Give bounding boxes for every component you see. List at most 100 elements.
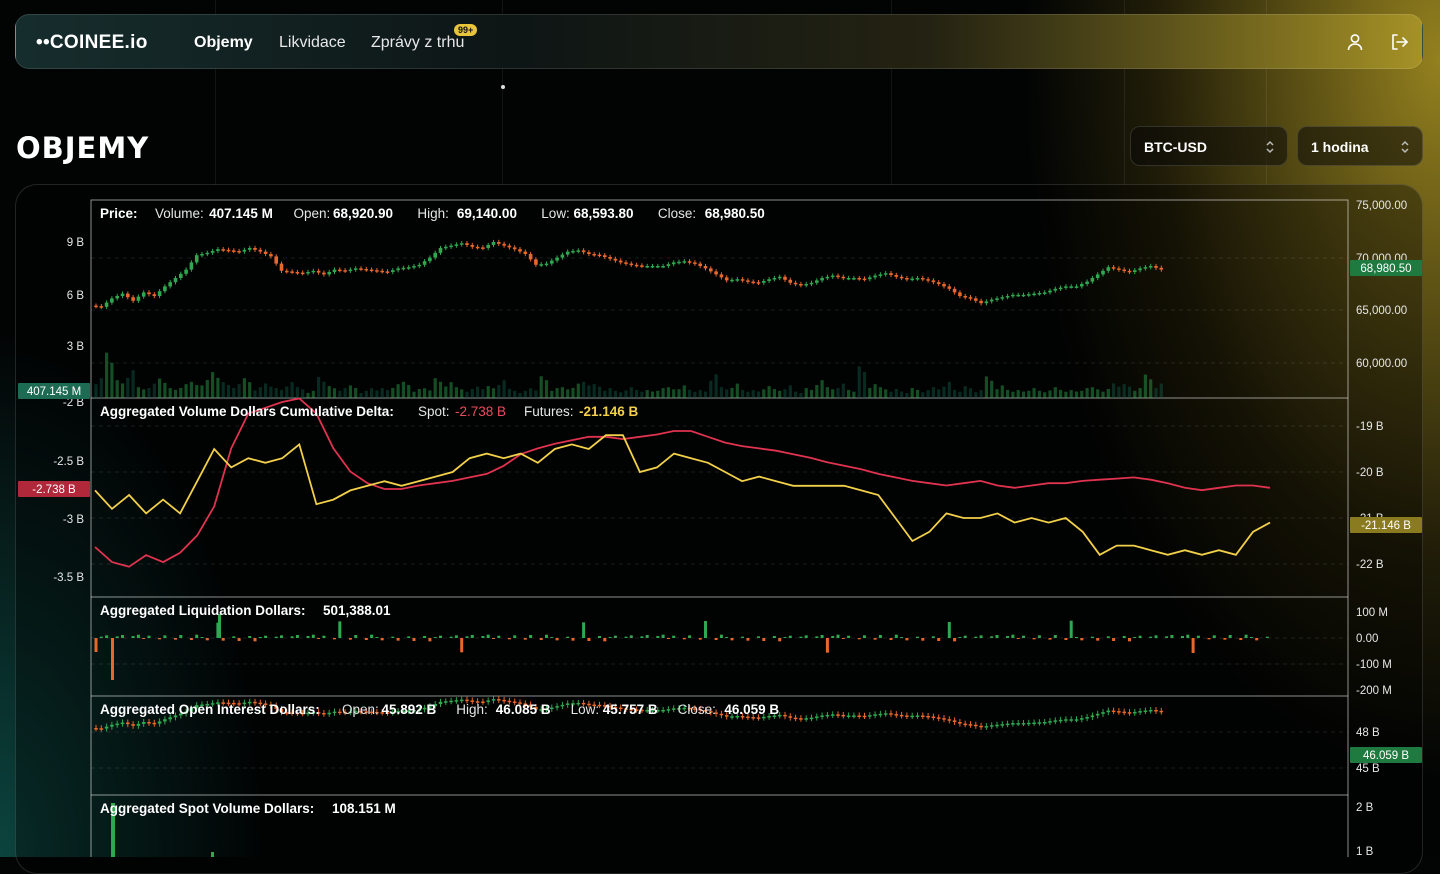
interval-select[interactable]: 1 hodina bbox=[1297, 126, 1423, 166]
liquidation-bar bbox=[465, 636, 469, 638]
grid-line bbox=[215, 0, 216, 185]
oi-candle bbox=[295, 712, 300, 715]
oi-candle bbox=[852, 715, 856, 717]
price-candle bbox=[1143, 267, 1148, 269]
volume-bar bbox=[189, 381, 193, 398]
user-icon[interactable] bbox=[1344, 31, 1366, 53]
price-candle bbox=[608, 257, 612, 259]
liquidation-bar bbox=[582, 622, 586, 638]
volume-axis-tick: 3 B bbox=[67, 341, 85, 353]
volume-bar bbox=[1133, 390, 1137, 398]
volume-bar bbox=[804, 388, 808, 398]
oi-candle bbox=[926, 716, 930, 718]
price-candle bbox=[921, 278, 925, 280]
volume-bar bbox=[338, 390, 342, 398]
volume-bar bbox=[1106, 389, 1110, 398]
oi-candle bbox=[523, 703, 528, 705]
volume-bar bbox=[163, 382, 167, 398]
price-candle bbox=[412, 266, 416, 268]
liquidation-bar bbox=[571, 638, 575, 641]
price-legend-label: Open: bbox=[294, 206, 331, 221]
liquidation-bar bbox=[963, 635, 967, 638]
oi-candle bbox=[184, 711, 188, 714]
volume-bar bbox=[248, 382, 252, 398]
oi-candle bbox=[682, 707, 687, 710]
oi-legend-label: Low: bbox=[571, 702, 600, 717]
volume-bar bbox=[126, 377, 130, 398]
oi-candle bbox=[830, 714, 835, 716]
logout-icon[interactable] bbox=[1388, 31, 1410, 53]
liquidation-bar bbox=[916, 636, 919, 638]
liquidation-bar bbox=[1075, 637, 1078, 638]
futures-cvd-marker-bg bbox=[1350, 517, 1422, 533]
volume-bar bbox=[407, 385, 411, 398]
oi-candle bbox=[581, 702, 586, 705]
volume-bar bbox=[1032, 388, 1036, 398]
price-candle bbox=[1080, 284, 1084, 287]
volume-bar bbox=[1138, 388, 1142, 398]
volume-bar bbox=[661, 388, 665, 398]
price-candle bbox=[94, 305, 98, 308]
volume-bar bbox=[173, 389, 178, 398]
price-candle bbox=[253, 248, 257, 250]
oi-candle bbox=[698, 708, 702, 711]
liquidation-bar bbox=[412, 638, 416, 641]
price-candle bbox=[1048, 290, 1052, 293]
liquidation-bar bbox=[905, 638, 909, 641]
price-candle bbox=[550, 260, 554, 264]
price-candle bbox=[152, 294, 157, 296]
oi-axis-tick: 45 B bbox=[1356, 763, 1380, 775]
volume-bar bbox=[725, 389, 729, 398]
oi-candle bbox=[910, 715, 914, 718]
oi-candle bbox=[152, 722, 157, 725]
volume-bar bbox=[99, 378, 103, 398]
volume-bar bbox=[905, 392, 909, 398]
oi-candle bbox=[772, 715, 777, 717]
oi-candle bbox=[99, 728, 104, 730]
liquidation-bar bbox=[921, 638, 925, 641]
liquidation-bar bbox=[317, 638, 321, 639]
oi-candle bbox=[767, 716, 771, 718]
volume-bar bbox=[974, 392, 978, 398]
liquidation-bar bbox=[894, 634, 898, 638]
liquidation-bar bbox=[953, 638, 957, 642]
nav-item-likvidace[interactable]: Likvidace bbox=[279, 34, 346, 51]
liquidation-bar bbox=[218, 614, 221, 638]
volume-bar bbox=[566, 389, 570, 398]
oi-candle bbox=[836, 714, 840, 716]
liquidation-bar bbox=[1207, 638, 1211, 640]
volume-bar bbox=[211, 372, 215, 398]
logo[interactable]: ••COINEE.io bbox=[36, 32, 148, 53]
price-candle bbox=[666, 264, 671, 266]
price-candle bbox=[1027, 294, 1031, 296]
liquidation-bar bbox=[507, 638, 511, 640]
volume-bar bbox=[343, 388, 347, 398]
nav-item-zpravy[interactable]: Zprávy z trhu bbox=[371, 34, 465, 51]
grid-line bbox=[1124, 0, 1125, 185]
volume-bar bbox=[285, 386, 289, 398]
liquidation-bar bbox=[391, 636, 395, 638]
volume-axis-tick: -2 B bbox=[63, 397, 84, 409]
nav-item-objemy[interactable]: Objemy bbox=[194, 34, 253, 51]
price-candle bbox=[613, 258, 618, 261]
price-candle bbox=[332, 269, 337, 272]
oi-candle bbox=[1101, 712, 1105, 714]
symbol-select[interactable]: BTC-USD bbox=[1130, 126, 1288, 166]
price-candle bbox=[1064, 286, 1068, 288]
volume-bar bbox=[979, 390, 983, 398]
price-candle bbox=[364, 269, 369, 271]
liquidation-axis-tick: -200 M bbox=[1356, 685, 1392, 697]
cvd-left-tick: -2.5 B bbox=[53, 456, 84, 468]
volume-bar bbox=[322, 381, 326, 398]
price-candle bbox=[735, 279, 740, 281]
volume-bar bbox=[613, 390, 617, 398]
volume-bar bbox=[332, 388, 337, 398]
oi-candle bbox=[1058, 719, 1063, 722]
volume-bar bbox=[799, 392, 803, 398]
volume-bar bbox=[597, 386, 602, 398]
price-candle bbox=[216, 249, 220, 251]
price-candle bbox=[1095, 274, 1100, 278]
liquidation-bar bbox=[863, 635, 866, 638]
oi-candle bbox=[1048, 721, 1052, 723]
